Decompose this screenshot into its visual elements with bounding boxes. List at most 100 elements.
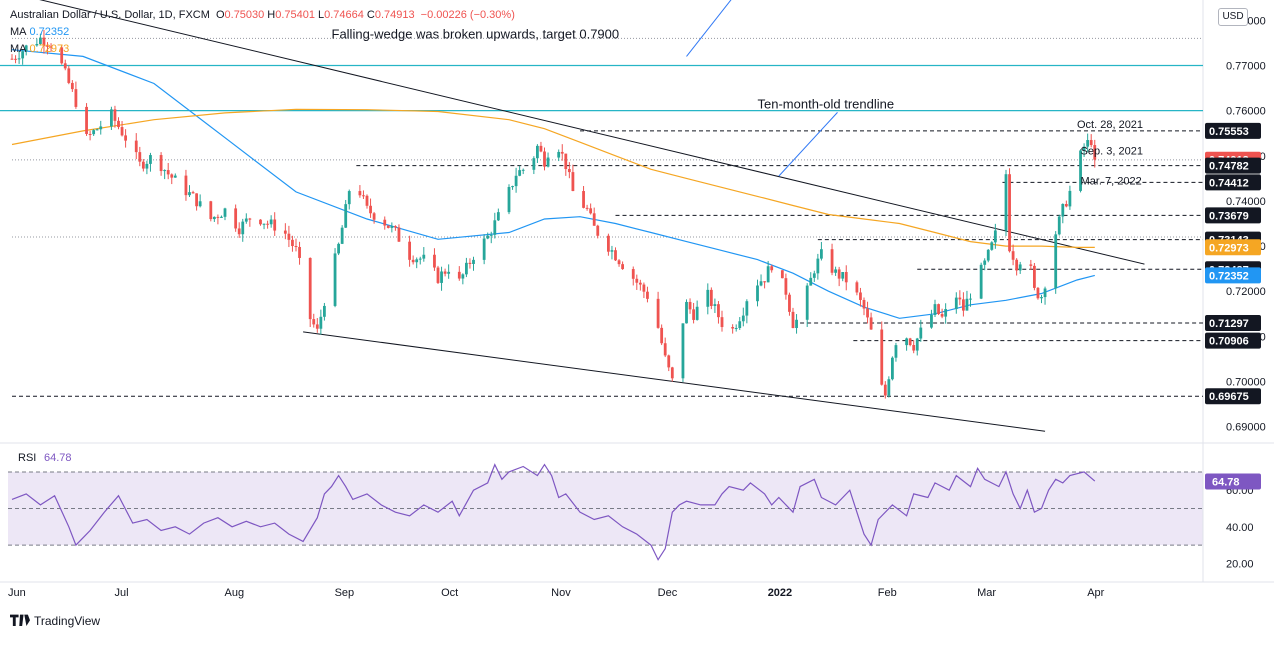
ohlc-value: 0.75401 bbox=[275, 9, 315, 21]
price-tag-box bbox=[1205, 314, 1261, 331]
candle-body bbox=[667, 355, 671, 368]
candle-body bbox=[138, 152, 142, 162]
candle-body bbox=[638, 282, 642, 285]
candle-body bbox=[191, 192, 195, 194]
candle-body bbox=[610, 250, 614, 252]
time-tick-label: Mar bbox=[977, 587, 996, 599]
rsi-tick-label: 20.00 bbox=[1226, 558, 1254, 570]
price-tag-box bbox=[1205, 332, 1261, 349]
ohlc-h: H0.75401 bbox=[267, 9, 315, 21]
candle-body bbox=[766, 266, 770, 283]
candle-body bbox=[631, 269, 635, 279]
price-tag-box bbox=[1205, 267, 1261, 284]
candle-body bbox=[42, 37, 46, 46]
candle-body bbox=[791, 311, 795, 329]
candle-body bbox=[493, 220, 497, 235]
candle-body bbox=[582, 191, 585, 208]
candle-body bbox=[756, 285, 759, 302]
price-tag-label: 0.73679 bbox=[1209, 210, 1249, 222]
candle-body bbox=[120, 127, 124, 136]
price-tag-box bbox=[1205, 157, 1261, 174]
candle-body bbox=[830, 249, 834, 273]
candle-body bbox=[532, 158, 536, 170]
candle-body bbox=[571, 172, 575, 192]
candle-body bbox=[937, 304, 940, 315]
candle-body bbox=[386, 225, 390, 228]
candle-body bbox=[397, 227, 401, 242]
footer-brand[interactable]: TradingView bbox=[10, 614, 100, 628]
candle-body bbox=[1061, 203, 1065, 217]
ma-slow-value: 0.72973 bbox=[29, 43, 70, 55]
candle-body bbox=[617, 260, 621, 265]
candle-body bbox=[67, 68, 71, 83]
candle-body bbox=[141, 161, 145, 169]
candle-body bbox=[859, 292, 862, 300]
candle-body bbox=[795, 319, 798, 329]
currency-button[interactable]: USD bbox=[1218, 8, 1248, 26]
candle-body bbox=[74, 89, 78, 107]
ohlc-l: L0.74664 bbox=[318, 9, 364, 21]
candle-body bbox=[546, 157, 550, 167]
candle-body bbox=[344, 204, 348, 228]
time-tick-label: Oct bbox=[441, 587, 458, 599]
symbol-title: Australian Dollar / U.S. Dollar, 1D, FXC… bbox=[10, 9, 210, 21]
candle-body bbox=[844, 272, 848, 283]
candle-body bbox=[241, 221, 245, 235]
candle-body bbox=[905, 338, 908, 346]
candle-body bbox=[1029, 264, 1033, 266]
candle-body bbox=[188, 192, 191, 196]
candle-body bbox=[323, 305, 326, 317]
candle-body bbox=[394, 226, 397, 228]
candle-body bbox=[805, 285, 809, 320]
price-tag-box bbox=[1205, 388, 1261, 405]
candle-body bbox=[944, 309, 948, 317]
candle-body bbox=[70, 82, 74, 90]
candle-body bbox=[1036, 287, 1040, 299]
candle-body bbox=[812, 273, 816, 278]
candle-body bbox=[958, 297, 962, 300]
candle-body bbox=[1015, 259, 1019, 271]
candle-body bbox=[646, 291, 649, 299]
candle-body bbox=[457, 271, 461, 279]
candle-body bbox=[1033, 265, 1036, 288]
ohlc-key: H bbox=[267, 9, 276, 21]
candle-body bbox=[266, 223, 269, 225]
candle-body bbox=[695, 306, 699, 320]
candle-body bbox=[468, 262, 472, 264]
candle-body bbox=[113, 109, 117, 121]
candle-body bbox=[908, 338, 912, 346]
rsi-tag-box bbox=[1205, 473, 1261, 490]
candle-body bbox=[983, 260, 987, 265]
candle-body bbox=[567, 169, 571, 173]
candle-body bbox=[1011, 251, 1015, 260]
candle-body bbox=[788, 294, 791, 312]
candle-body bbox=[482, 238, 486, 260]
candle-body bbox=[543, 151, 546, 167]
candle-body bbox=[709, 289, 713, 306]
candle-body bbox=[514, 175, 518, 187]
candle-body bbox=[440, 271, 443, 283]
candle-body bbox=[518, 170, 522, 176]
candle-body bbox=[1043, 288, 1047, 298]
chart-annotation-1: Falling-wedge was broken upwards, target… bbox=[332, 26, 620, 41]
candle-body bbox=[436, 267, 440, 283]
candle-body bbox=[35, 43, 39, 46]
trendline-wedge-upper bbox=[39, 0, 1145, 265]
candle-body bbox=[223, 208, 227, 217]
candle-body bbox=[585, 207, 589, 209]
candle-body bbox=[1089, 140, 1093, 146]
candle-body bbox=[887, 379, 891, 396]
trendline-wedge-lower bbox=[303, 331, 1046, 432]
candle-body bbox=[688, 301, 692, 310]
candle-body bbox=[962, 299, 965, 311]
candle-body bbox=[315, 324, 319, 329]
candle-body bbox=[660, 327, 664, 344]
candle-body bbox=[663, 343, 667, 356]
candle-body bbox=[472, 259, 475, 264]
change-value: −0.00226 (−0.30%) bbox=[420, 9, 515, 21]
candle-body bbox=[607, 235, 610, 252]
candle-body bbox=[784, 278, 788, 295]
candle-body bbox=[149, 155, 152, 164]
rsi-line bbox=[11, 463, 1096, 561]
